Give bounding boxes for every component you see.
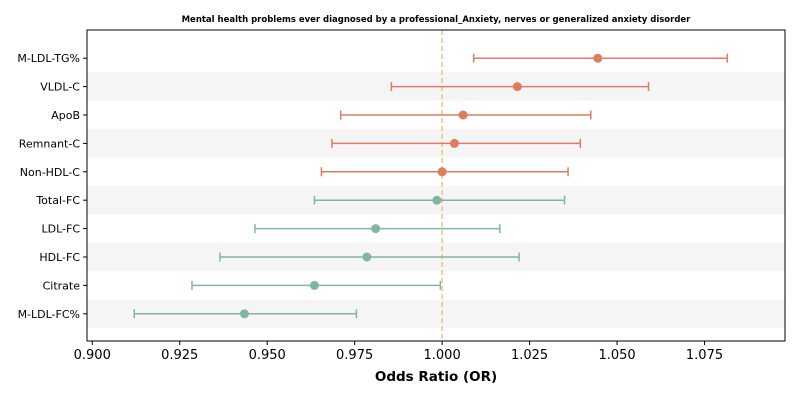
y-tick-label: LDL-FC [41,223,80,236]
y-tick-label: M-LDL-FC% [18,308,80,321]
y-tick-label: HDL-FC [39,251,80,264]
y-axis: M-LDL-TG% VLDL-C ApoB Remnant-C Non-HDL-C Tot… [17,52,87,321]
x-tick-label: 0.900 [74,348,111,363]
x-axis-label: Odds Ratio (OR) [375,369,497,385]
or-point [432,195,442,205]
x-tick-label: 0.925 [161,348,198,363]
x-axis: 0.900 0.925 0.950 0.975 1.000 1.025 1.050 1.075 [74,341,723,363]
x-tick-label: 1.000 [424,348,461,363]
or-point [437,167,447,177]
x-tick-label: 1.075 [686,348,723,363]
or-point [239,309,249,319]
or-point [449,138,459,148]
or-point [458,110,468,120]
or-point [362,252,372,262]
chart-title: Mental health problems ever diagnosed by… [182,15,692,25]
y-tick-label: Total-FC [35,194,80,207]
y-tick-label: VLDL-C [40,81,80,94]
y-tick-label: Remnant-C [19,137,81,150]
or-point [371,224,381,234]
or-point [512,82,522,92]
or-point [309,280,319,290]
y-tick-label: Citrate [43,279,81,292]
y-tick-label: Non-HDL-C [20,166,81,179]
y-tick-label: ApoB [51,109,80,122]
plot-frame [86,29,786,342]
x-tick-label: 0.975 [336,348,373,363]
y-tick-label: M-LDL-TG% [17,52,80,65]
x-tick-label: 1.025 [511,348,548,363]
x-tick-label: 0.950 [249,348,286,363]
x-tick-label: 1.050 [598,348,635,363]
or-point [593,53,603,63]
data-series [133,53,729,319]
